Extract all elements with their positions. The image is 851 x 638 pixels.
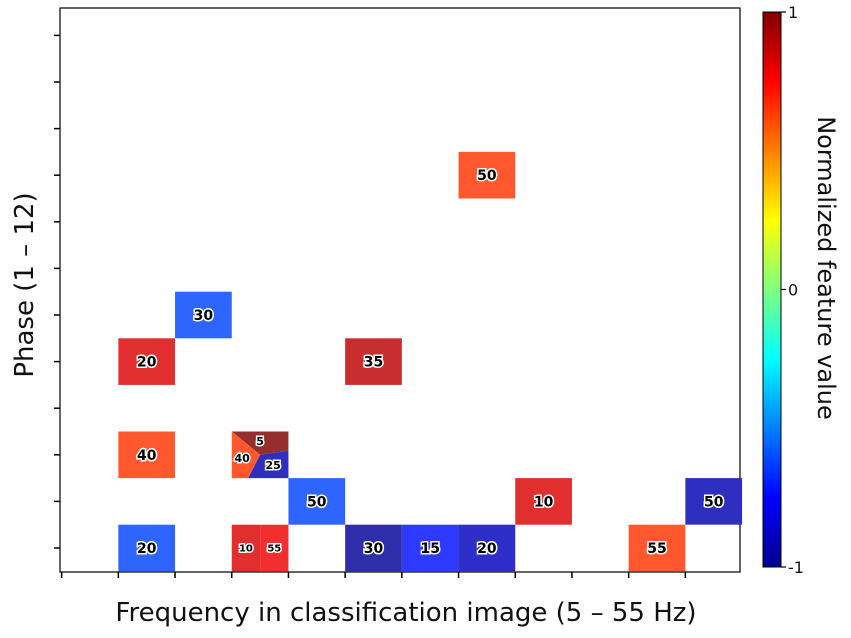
x-axis-title: Frequency in classification image (5 – 5… (115, 598, 696, 628)
cell-label: 50 (704, 494, 724, 510)
pie-cell-slice (231, 431, 289, 455)
cell-label: 50 (307, 494, 327, 510)
cell-label: 50 (477, 168, 497, 184)
heatmap-cell (118, 338, 176, 385)
axes-layer (54, 34, 687, 578)
heatmap-half-cell (231, 524, 261, 572)
heatmap-cell (288, 478, 346, 525)
cell-label: 20 (477, 541, 497, 557)
plot-area (59, 7, 741, 573)
heatmap-half-cell (260, 524, 289, 572)
cell-label: 40 (137, 448, 157, 464)
plot-frame (59, 7, 741, 573)
cell-label: 55 (647, 541, 666, 557)
cell-label: 30 (194, 308, 214, 324)
colorbar-tick-label: 0 (788, 281, 798, 300)
heatmap-cell (345, 338, 402, 385)
pie-cell-slice (248, 450, 289, 479)
colorbar-tick-label: -1 (788, 558, 804, 577)
cell-label: 10 (534, 494, 554, 510)
heatmap-cell (515, 478, 572, 525)
colorbar-ticks: 1 0 -1 (762, 3, 804, 577)
cell-label: 40 (234, 452, 250, 465)
cell-label: 30 (364, 541, 384, 557)
colorbar (763, 12, 781, 567)
cell-label: 15 (420, 541, 439, 557)
heatmap-cell (118, 431, 176, 479)
heatmap-cell (685, 478, 743, 525)
cell-label: 35 (364, 355, 383, 371)
heatmap-cell (458, 524, 516, 572)
heatmap-cell (175, 291, 232, 339)
y-axis-title: Phase (1 – 12) (10, 192, 40, 377)
heatmap-cell (458, 151, 516, 199)
cell-label: 25 (265, 459, 280, 472)
cell-label: 55 (267, 544, 281, 555)
cell-label: 5 (256, 435, 264, 448)
heatmap-cell (628, 524, 686, 572)
cell-label: 20 (137, 541, 157, 557)
pie-cell-slice (231, 431, 261, 479)
colorbar-tick-label: 1 (788, 3, 798, 22)
colorbar-frame (762, 11, 782, 568)
colorbar-title: Normalized feature value (812, 116, 840, 420)
heatmap-cell (345, 524, 402, 572)
heatmap-cell (401, 524, 459, 572)
cell-label: 10 (239, 544, 253, 555)
heatmap-cell (118, 524, 176, 572)
cell-label: 20 (137, 355, 157, 371)
